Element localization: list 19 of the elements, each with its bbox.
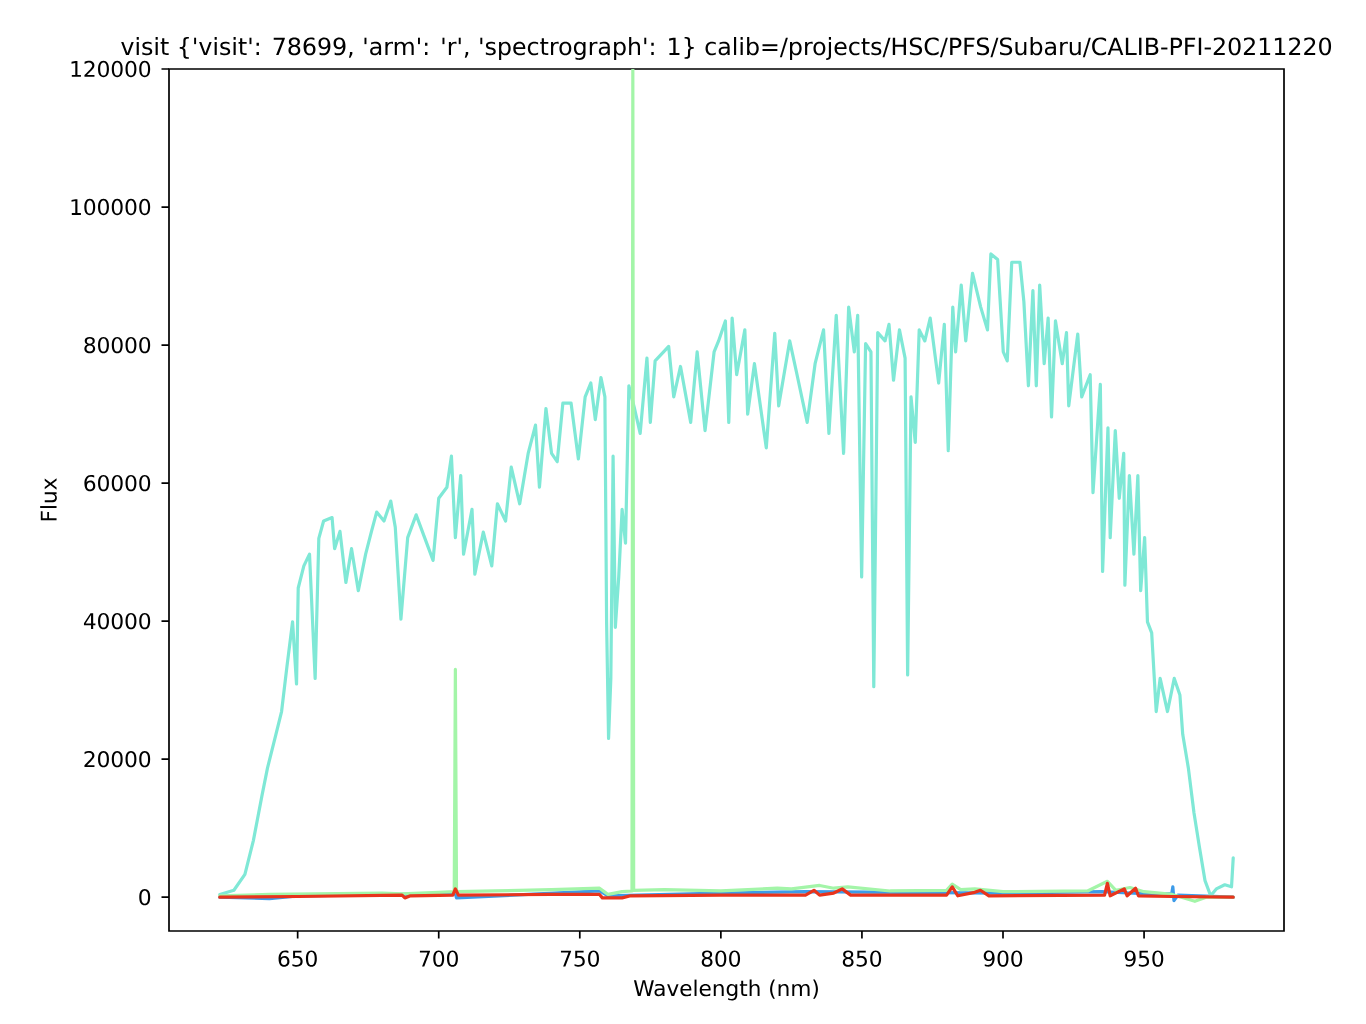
y-axis-title: Flux	[40, 478, 57, 521]
x-tick-label: 650	[278, 950, 317, 967]
x-tick-label: 750	[560, 950, 599, 967]
y-tick-label: 120000	[71, 60, 151, 78]
y-tick-label: 40000	[83, 612, 151, 630]
y-tick-label: 80000	[84, 336, 151, 354]
x-tick-label: 950	[1124, 950, 1164, 967]
x-axis-title: Wavelength (nm)	[633, 979, 818, 1001]
line-series	[218, 252, 1235, 898]
y-tick-label: 20000	[84, 750, 151, 768]
y-tick-label: 60000	[84, 474, 151, 492]
chart-title: visit {'visit': 78699, 'arm': 'r', 'spectrograph': 1} calib=/projects/HSC/PFS/Subaru/CALIB-PFI-20211220	[121, 36, 1332, 60]
y-tick-label: 0	[139, 889, 151, 906]
y-tick-label: 100000	[71, 198, 151, 216]
x-tick-label: 850	[842, 950, 882, 967]
x-tick-label: 900	[983, 950, 1023, 967]
line-series	[218, 881, 1235, 900]
x-tick-label: 800	[701, 950, 741, 967]
x-tick-label: 700	[419, 950, 458, 967]
